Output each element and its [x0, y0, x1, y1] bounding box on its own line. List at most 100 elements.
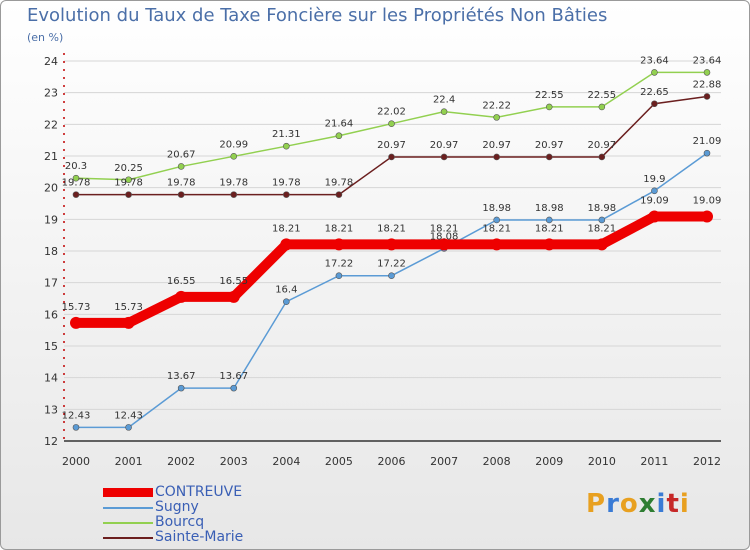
data-point	[175, 290, 188, 303]
data-point	[438, 238, 451, 251]
data-point	[283, 191, 290, 198]
legend-label: Sugny	[155, 499, 199, 515]
data-point	[335, 272, 343, 280]
legend-swatch	[103, 488, 153, 497]
data-label: 23.64	[640, 55, 669, 66]
axes: 12 13 14 15 16 17 18 19 20 21 22 23 24 2000 2001 2002 20…	[44, 53, 721, 468]
data-label: 21.64	[325, 119, 354, 130]
data-label: 19.78	[167, 178, 196, 189]
data-label: 23.64	[693, 55, 722, 66]
y-tick-label: 12	[44, 435, 58, 448]
data-point	[125, 424, 132, 431]
data-label: 19.78	[114, 178, 143, 189]
data-label: 20.25	[114, 163, 143, 174]
data-label: 18.98	[588, 203, 617, 214]
y-tick-label: 15	[44, 340, 58, 353]
data-point	[177, 191, 185, 198]
y-tick-label: 16	[44, 308, 58, 321]
data-label: 16.55	[219, 276, 248, 287]
legend-swatch	[103, 521, 153, 524]
data-label: 18.21	[325, 223, 354, 234]
data-label: 17.22	[377, 259, 406, 270]
data-point	[125, 191, 132, 198]
data-point	[72, 174, 80, 182]
x-tick-label: 2009	[535, 455, 563, 468]
data-label: 22.02	[377, 107, 406, 118]
chart-title: Evolution du Taux de Taxe Foncière sur l…	[27, 5, 608, 26]
data-label: 19.78	[272, 178, 301, 189]
data-point	[440, 153, 448, 161]
data-point	[70, 316, 82, 329]
data-point	[703, 149, 711, 157]
logo-letter: t	[666, 489, 680, 519]
x-tick-label: 2004	[272, 455, 300, 468]
x-tick-label: 2003	[220, 455, 248, 468]
data-label: 12.43	[62, 410, 91, 421]
data-label: 22.22	[482, 100, 511, 111]
data-point	[545, 153, 553, 161]
data-point	[543, 238, 556, 251]
x-tick-label: 2011	[640, 455, 668, 468]
y-tick-label: 17	[44, 277, 58, 290]
data-point	[283, 298, 290, 305]
logo-letter: i	[656, 489, 667, 519]
data-label: 15.73	[62, 302, 91, 313]
data-label: 19.78	[219, 178, 248, 189]
y-tick-label: 18	[44, 245, 58, 258]
series-contreuve	[70, 210, 713, 329]
data-label: 20.97	[588, 140, 617, 151]
data-point	[598, 216, 606, 224]
logo-letter: x	[638, 489, 657, 519]
x-tick-label: 2012	[693, 455, 721, 468]
x-tick-label: 2010	[588, 455, 616, 468]
data-label: 19.78	[325, 178, 354, 189]
data-point	[335, 191, 343, 198]
data-point	[280, 238, 293, 251]
data-point	[545, 216, 553, 224]
data-point	[332, 238, 345, 251]
x-tick-label: 2008	[483, 455, 511, 468]
data-label: 17.22	[325, 259, 354, 270]
x-tick-label: 2006	[378, 455, 406, 468]
data-label: 16.4	[275, 285, 297, 296]
data-point	[335, 132, 343, 140]
proxiti-logo: Proxiti	[586, 489, 690, 519]
data-label: 18.21	[272, 223, 301, 234]
data-label: 18.21	[377, 223, 406, 234]
data-point	[651, 69, 658, 76]
data-label: 18.21	[430, 223, 459, 234]
data-label: 20.97	[535, 140, 564, 151]
data-label: 13.67	[219, 371, 248, 382]
data-label: 22.4	[433, 95, 455, 106]
grid	[64, 60, 721, 442]
data-label: 18.21	[535, 223, 564, 234]
y-tick-label: 13	[44, 403, 58, 416]
legend-swatch	[103, 506, 153, 509]
chart-subtitle: (en %)	[27, 31, 64, 44]
y-tick-label: 21	[44, 150, 58, 163]
logo-letter: i	[679, 489, 690, 519]
data-label: 21.09	[693, 136, 722, 147]
data-point	[648, 210, 661, 223]
y-tick-label: 19	[44, 213, 58, 226]
data-label: 19.09	[640, 195, 669, 206]
data-point	[388, 153, 395, 161]
data-label: 18.08	[430, 231, 459, 242]
data-label: 19.09	[693, 195, 722, 206]
data-label: 20.97	[482, 140, 511, 151]
data-point	[545, 103, 553, 111]
legend-swatch	[103, 536, 153, 539]
logo-letter: o	[619, 489, 639, 519]
logo-letter: P	[586, 489, 607, 519]
data-point	[490, 238, 503, 251]
data-label: 13.67	[167, 371, 196, 382]
data-label: 22.55	[588, 90, 617, 101]
data-label: 19.9	[643, 174, 665, 185]
data-point	[701, 210, 713, 223]
x-tick-label: 2007	[430, 455, 458, 468]
data-label: 18.98	[482, 203, 511, 214]
data-point	[72, 191, 80, 198]
y-tick-label: 14	[44, 372, 58, 385]
legend-label: CONTREUVE	[155, 484, 243, 500]
